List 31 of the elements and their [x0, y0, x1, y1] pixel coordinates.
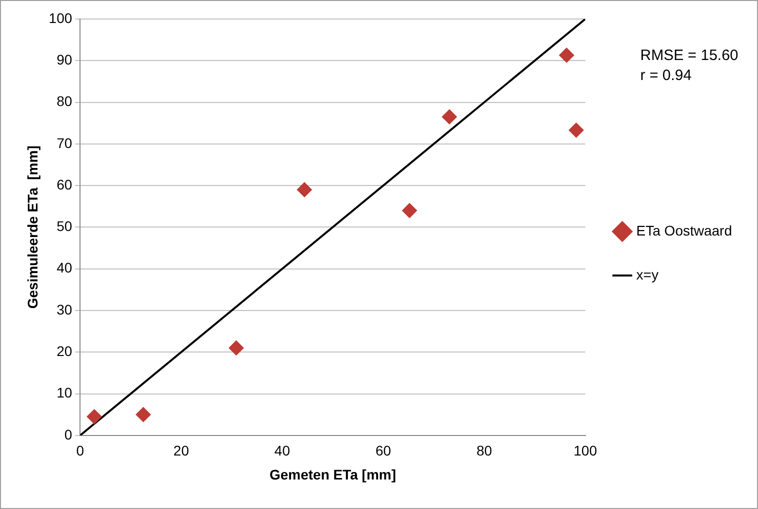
y-tick-label: 50 [56, 218, 72, 234]
y-tick-label: 0 [64, 426, 72, 442]
x-tick-label: 60 [375, 442, 392, 459]
y-tick-label: 80 [56, 93, 72, 110]
point [402, 203, 418, 218]
x-tick-label: 40 [274, 442, 290, 459]
point [568, 122, 584, 138]
text: r = 0.94 [640, 67, 692, 84]
x-axis-title: Gemeten ETa [mm] [269, 466, 396, 482]
legend-label: x=y [636, 266, 658, 282]
y-tick-label: 60 [56, 176, 72, 192]
point [442, 109, 457, 124]
x-tick-label: 80 [476, 442, 492, 459]
y-axis-title: Gesimuleerde ETa [mm] [24, 146, 40, 309]
y-tick-label: 100 [48, 10, 72, 26]
y-tick-label: 70 [56, 134, 72, 151]
point [86, 409, 102, 424]
y-tick-label: 90 [56, 52, 72, 68]
point [228, 340, 244, 356]
y-tick-label: 30 [56, 301, 72, 318]
legend-label: ETa Oostwaard [636, 222, 732, 238]
point [296, 182, 312, 198]
point [136, 407, 151, 422]
text: RMSE = 15.60 [640, 47, 738, 64]
x-tick-label: 0 [76, 442, 84, 459]
x-tick-label: 100 [574, 442, 598, 459]
y-tick-label: 20 [56, 342, 72, 359]
x-tick-label: 20 [173, 442, 190, 459]
point [559, 48, 574, 63]
y-tick-label: 40 [56, 260, 72, 276]
y-tick-label: 10 [56, 384, 72, 401]
